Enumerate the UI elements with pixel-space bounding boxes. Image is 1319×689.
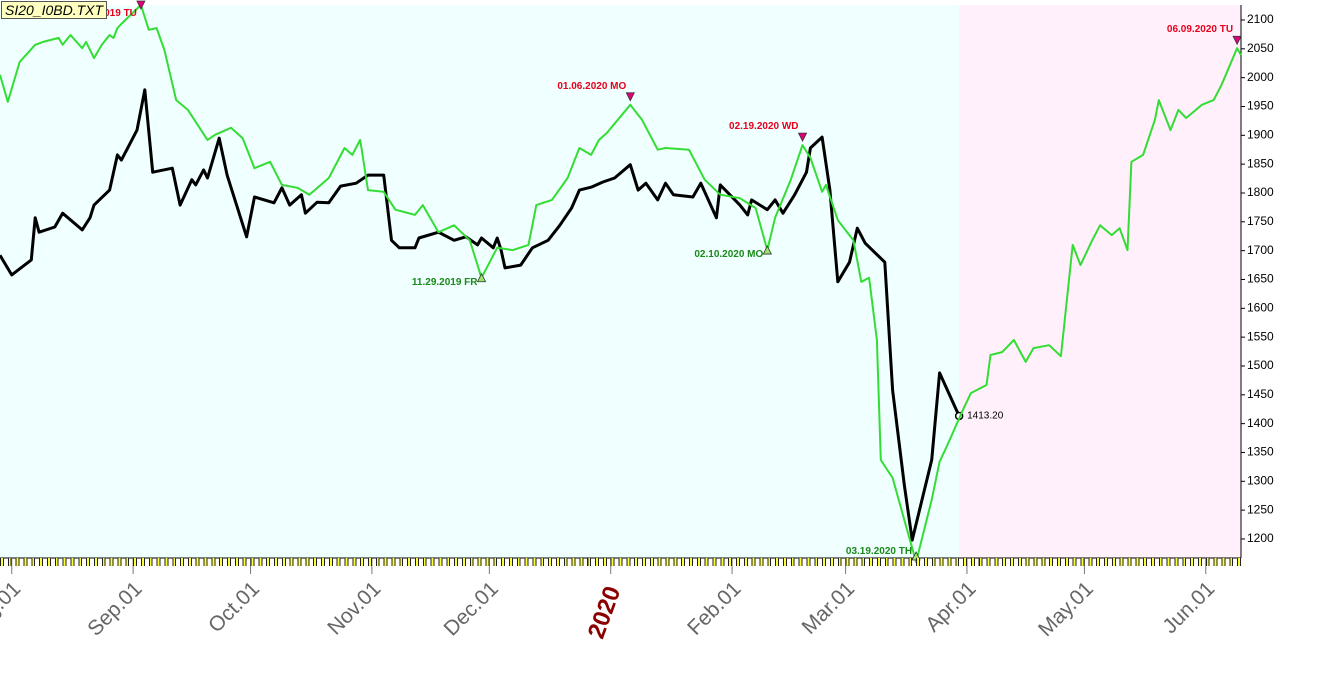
x-tick-label: Nov.01 — [323, 577, 385, 639]
y-tick-label: 1650 — [1247, 272, 1274, 286]
peak-label: 01.06.2020 MO — [557, 81, 626, 92]
y-tick-label: 1400 — [1247, 416, 1274, 430]
y-tick-label: 2050 — [1247, 41, 1274, 55]
x-tick-label: 2020 — [583, 583, 627, 642]
trough-marker — [762, 245, 772, 255]
trough-label: 03.19.2020 TH — [846, 546, 912, 557]
y-tick-label: 1700 — [1247, 243, 1274, 257]
trough-label: 11.29.2019 FR — [412, 277, 478, 288]
trough-label: 02.10.2020 MO — [694, 249, 763, 260]
peak-marker — [136, 0, 146, 10]
x-tick-label: May.01 — [1034, 577, 1098, 641]
y-tick-label: 1600 — [1247, 300, 1274, 314]
x-tick-label: Oct.01 — [204, 577, 264, 637]
peak-label: 02.19.2020 WD — [729, 121, 799, 132]
y-tick-label: 1550 — [1247, 329, 1274, 343]
y-tick-label: 1300 — [1247, 473, 1274, 487]
y-tick-label: 1200 — [1247, 531, 1274, 545]
y-tick-label: 1450 — [1247, 387, 1274, 401]
series-line — [0, 4, 1242, 563]
x-tick-label: Aug.01 — [0, 577, 25, 640]
value-label: 1413.20 — [967, 411, 1004, 422]
series-line — [0, 88, 961, 542]
y-tick-label: 1750 — [1247, 214, 1274, 228]
y-tick-label: 1950 — [1247, 99, 1274, 113]
peak-marker — [1232, 35, 1242, 46]
x-tick-label: Apr.01 — [921, 577, 980, 636]
trough-marker — [476, 272, 487, 283]
y-tick-label: 1900 — [1247, 127, 1274, 141]
x-tick-label: Mar.01 — [797, 577, 859, 639]
y-tick-label: 1850 — [1247, 156, 1274, 170]
peak-label: 06.09.2020 TU — [1167, 24, 1233, 35]
y-tick-label: 1350 — [1247, 445, 1274, 459]
forecast-region — [959, 5, 1241, 558]
x-tick-label: Jun.01 — [1158, 577, 1219, 638]
peak-marker — [625, 92, 635, 102]
y-tick-label: 2000 — [1247, 70, 1274, 84]
y-tick-label: 1800 — [1247, 185, 1274, 199]
day-ticks — [0, 558, 1241, 566]
peak-marker — [797, 132, 808, 143]
x-tick-label: Dec.01 — [440, 577, 503, 640]
x-tick-label: Sep.01 — [83, 577, 146, 640]
y-tick-label: 1500 — [1247, 358, 1274, 372]
y-tick-label: 2100 — [1247, 12, 1274, 26]
x-tick-label: Feb.01 — [683, 577, 746, 640]
y-tick-label: 1250 — [1247, 502, 1274, 516]
chart-title: SI20_I0BD.TXT — [1, 1, 108, 19]
